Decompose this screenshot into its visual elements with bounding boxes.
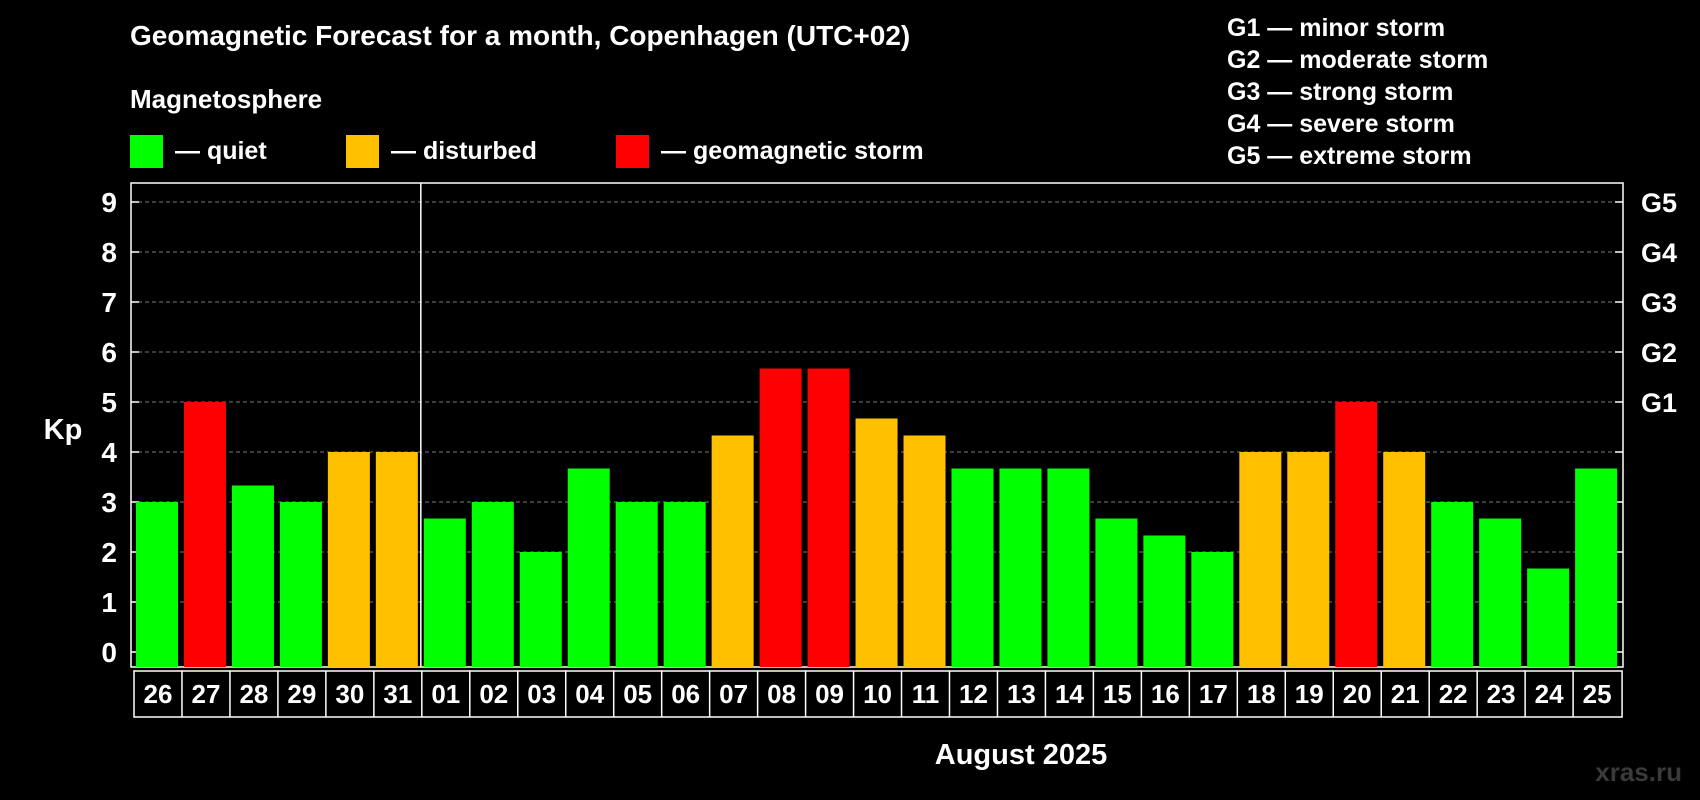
y-tick-label: 7 xyxy=(101,287,117,318)
bar-22 xyxy=(1431,502,1474,667)
bar-27 xyxy=(183,402,226,667)
bar-01 xyxy=(423,518,466,667)
y-axis-label: Kp xyxy=(44,414,83,446)
bar-08 xyxy=(759,368,802,667)
legend-label-storm: — geomagnetic storm xyxy=(661,136,924,165)
bar-04 xyxy=(567,468,610,667)
bar-17 xyxy=(1191,552,1234,667)
x-tick-label: 21 xyxy=(1391,679,1420,709)
x-axis-label: August 2025 xyxy=(935,739,1107,771)
y-tick-label: 5 xyxy=(101,387,117,418)
x-tick-label: 01 xyxy=(431,679,460,709)
legend-swatch-quiet xyxy=(130,134,163,168)
g-level-label: G2 xyxy=(1641,338,1677,368)
g-scale-g5: G5 — extreme storm xyxy=(1227,142,1472,170)
y-tick-label: 0 xyxy=(101,637,117,668)
legend-label-disturbed: — disturbed xyxy=(391,136,537,165)
g-scale-g1: G1 — minor storm xyxy=(1227,14,1446,42)
bar-18 xyxy=(1239,452,1282,667)
y-tick-label: 8 xyxy=(101,237,117,268)
bar-19 xyxy=(1287,452,1330,667)
bar-05 xyxy=(615,502,658,667)
x-tick-label: 15 xyxy=(1103,679,1132,709)
legend-label-quiet: — quiet xyxy=(175,136,267,165)
g-scale-legend: G1 — minor storm G2 — moderate storm G3 … xyxy=(1227,12,1488,172)
bar-12 xyxy=(951,468,994,667)
bar-03 xyxy=(519,552,562,667)
bar-29 xyxy=(279,502,322,667)
x-tick-label: 19 xyxy=(1295,679,1324,709)
bar-15 xyxy=(1095,518,1138,667)
bar-24 xyxy=(1527,568,1570,667)
g-level-label: G1 xyxy=(1641,388,1677,418)
x-tick-label: 06 xyxy=(671,679,700,709)
bar-31 xyxy=(375,452,418,667)
g-scale-g3: G3 — strong storm xyxy=(1227,78,1454,106)
x-tick-label: 03 xyxy=(527,679,556,709)
legend-item-quiet: — quiet xyxy=(130,134,267,168)
y-tick-label: 2 xyxy=(101,537,117,568)
x-tick-label: 16 xyxy=(1151,679,1180,709)
x-tick-label: 04 xyxy=(575,679,604,709)
bar-02 xyxy=(471,502,514,667)
bar-25 xyxy=(1575,468,1618,667)
bar-09 xyxy=(807,368,850,667)
g-level-label: G4 xyxy=(1641,238,1677,268)
bar-23 xyxy=(1479,518,1522,667)
bar-06 xyxy=(663,502,706,667)
bar-16 xyxy=(1143,535,1186,667)
y-tick-label: 3 xyxy=(101,487,117,518)
watermark: xras.ru xyxy=(1595,757,1682,787)
bar-21 xyxy=(1383,452,1426,667)
x-tick-label: 12 xyxy=(959,679,988,709)
y-tick-label: 9 xyxy=(101,187,117,218)
x-tick-label: 18 xyxy=(1247,679,1276,709)
g-level-label: G3 xyxy=(1641,288,1677,318)
chart-subtitle: Magnetosphere xyxy=(130,84,323,114)
legend-swatch-disturbed xyxy=(346,134,379,168)
x-tick-label: 22 xyxy=(1439,679,1468,709)
x-tick-label: 07 xyxy=(719,679,748,709)
x-tick-label: 25 xyxy=(1583,679,1612,709)
x-tick-label: 23 xyxy=(1487,679,1516,709)
bar-26 xyxy=(136,502,178,667)
x-tick-label: 31 xyxy=(383,679,412,709)
bar-07 xyxy=(711,435,754,667)
x-tick-label: 30 xyxy=(335,679,364,709)
x-label-frame xyxy=(133,670,1623,718)
legend-item-storm: — geomagnetic storm xyxy=(616,134,924,168)
x-tick-label: 13 xyxy=(1007,679,1036,709)
bar-30 xyxy=(327,452,370,667)
x-tick-label: 11 xyxy=(912,679,940,709)
x-tick-label: 10 xyxy=(863,679,892,709)
y-tick-label: 1 xyxy=(101,587,117,618)
bar-20 xyxy=(1335,402,1378,667)
x-tick-label: 28 xyxy=(239,679,268,709)
x-tick-label: 02 xyxy=(479,679,508,709)
x-tick-label: 27 xyxy=(191,679,220,709)
bar-28 xyxy=(231,485,274,667)
g-scale-g2: G2 — moderate storm xyxy=(1227,46,1489,74)
bar-11 xyxy=(903,435,946,667)
bar-13 xyxy=(999,468,1042,667)
y-tick-label: 6 xyxy=(101,337,117,368)
legend-swatch-storm xyxy=(616,134,649,168)
bar-10 xyxy=(855,418,898,667)
x-tick-label: 26 xyxy=(144,679,173,709)
x-tick-label: 24 xyxy=(1535,679,1564,709)
x-tick-label: 09 xyxy=(815,679,844,709)
x-tick-label: 05 xyxy=(623,679,652,709)
legend-item-disturbed: — disturbed xyxy=(346,134,537,168)
bar-14 xyxy=(1047,468,1090,667)
x-tick-label: 29 xyxy=(287,679,316,709)
chart-title: Geomagnetic Forecast for a month, Copenh… xyxy=(130,20,911,51)
y-tick-label: 4 xyxy=(101,437,117,468)
x-tick-label: 17 xyxy=(1199,679,1228,709)
x-tick-label: 08 xyxy=(767,679,796,709)
x-tick-label: 20 xyxy=(1343,679,1372,709)
g-level-label: G5 xyxy=(1641,188,1677,218)
g-scale-g4: G4 — severe storm xyxy=(1227,110,1455,138)
x-tick-label: 14 xyxy=(1055,679,1084,709)
